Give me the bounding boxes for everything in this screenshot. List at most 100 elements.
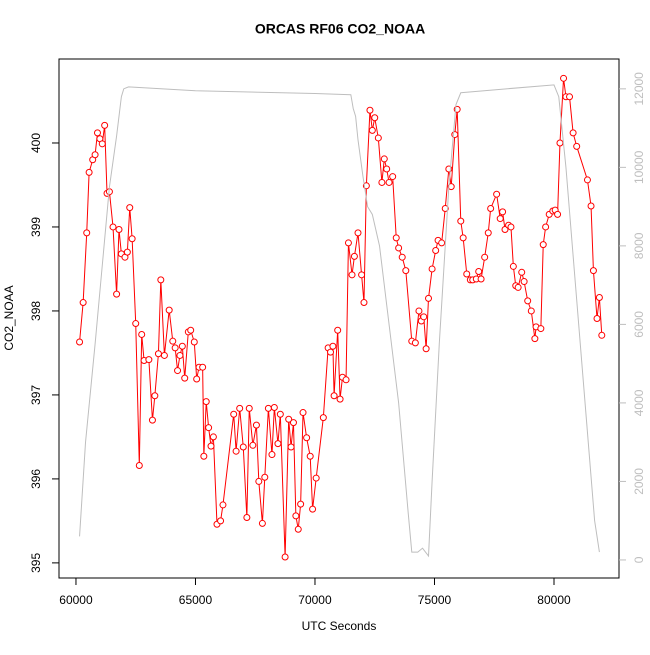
data-point (560, 74, 568, 82)
data-point (261, 473, 269, 481)
data-point (358, 271, 366, 279)
data-point (593, 315, 601, 322)
data-point (287, 443, 295, 451)
x-tick-label: 80000 (537, 593, 571, 607)
data-point (415, 307, 423, 315)
data-point (587, 202, 595, 210)
data-point (556, 139, 564, 147)
data-point (113, 290, 121, 298)
data-point (176, 351, 184, 359)
data-point (91, 151, 99, 159)
data-point (217, 517, 225, 525)
y2-tick-label: 4000 (632, 389, 646, 416)
y-axis-label: CO2_NOAA (2, 285, 16, 350)
data-point (554, 210, 562, 218)
data-point (83, 229, 91, 237)
data-point (115, 225, 123, 233)
data-point (569, 129, 577, 137)
data-point (327, 348, 335, 356)
data-point (398, 253, 406, 261)
data-point (135, 461, 143, 469)
data-point (463, 270, 471, 278)
data-point (239, 443, 247, 451)
data-point (303, 434, 311, 442)
data-point (289, 419, 297, 427)
data-point (123, 248, 131, 256)
data-line (79, 78, 603, 558)
data-point (132, 320, 140, 328)
data-point (428, 265, 436, 273)
data-point (187, 326, 195, 334)
data-point (181, 374, 189, 382)
data-point (243, 514, 251, 522)
data-point (312, 474, 320, 482)
data-point (447, 183, 455, 191)
data-point (420, 313, 428, 321)
y2-tick-label: 2000 (632, 468, 646, 495)
data-point (350, 252, 358, 260)
data-point (527, 307, 535, 315)
data-point (297, 500, 305, 508)
data-point (264, 404, 272, 412)
data-point (589, 267, 597, 275)
data-point (336, 395, 344, 403)
data-point (190, 338, 198, 346)
data-point (169, 337, 177, 345)
data-point (281, 553, 289, 561)
data-point (493, 190, 501, 198)
chart-title: ORCAS RF06 CO2_NOAA (255, 21, 425, 37)
data-point (249, 441, 257, 449)
data-point (193, 375, 201, 383)
data-point (230, 410, 238, 418)
data-point (422, 345, 430, 353)
data-point (232, 447, 240, 455)
data-point (573, 142, 581, 150)
data-point (520, 278, 528, 286)
data-point (378, 178, 386, 186)
data-point (366, 106, 374, 114)
data-point (583, 176, 591, 184)
data-point (368, 126, 376, 134)
data-point (138, 330, 146, 338)
data-point (200, 452, 208, 460)
data-point (539, 241, 547, 249)
x-axis-label: UTC Seconds (302, 619, 377, 633)
data-point (178, 342, 186, 350)
x-tick-label: 60000 (59, 593, 93, 607)
data-point (342, 376, 350, 384)
data-point (330, 392, 338, 400)
data-point (128, 235, 136, 243)
data-point (285, 415, 293, 423)
data-point (542, 223, 550, 231)
data-point (93, 129, 101, 137)
data-point (199, 363, 207, 371)
data-point (518, 268, 526, 276)
data-point (171, 344, 179, 352)
data-point (258, 519, 266, 527)
data-point (276, 410, 284, 418)
data-point (402, 267, 410, 275)
data-point (566, 93, 574, 101)
data-point (76, 338, 84, 346)
data-point (441, 204, 449, 212)
data-point (459, 234, 467, 242)
data-point (101, 121, 109, 129)
y-tick-label: 400 (29, 133, 43, 153)
data-point (202, 398, 210, 406)
plot-frame (58, 58, 620, 579)
data-point (514, 283, 522, 291)
data-point (438, 239, 446, 247)
data-point (209, 433, 217, 441)
data-point (245, 404, 253, 412)
data-point (85, 168, 93, 176)
data-point (126, 204, 134, 212)
data-point (252, 421, 260, 429)
data-point (389, 173, 397, 181)
data-point (151, 392, 159, 400)
data-point (432, 246, 440, 254)
data-point (109, 223, 117, 231)
data-point (395, 244, 403, 252)
data-point (98, 140, 106, 148)
data-point (334, 326, 342, 334)
